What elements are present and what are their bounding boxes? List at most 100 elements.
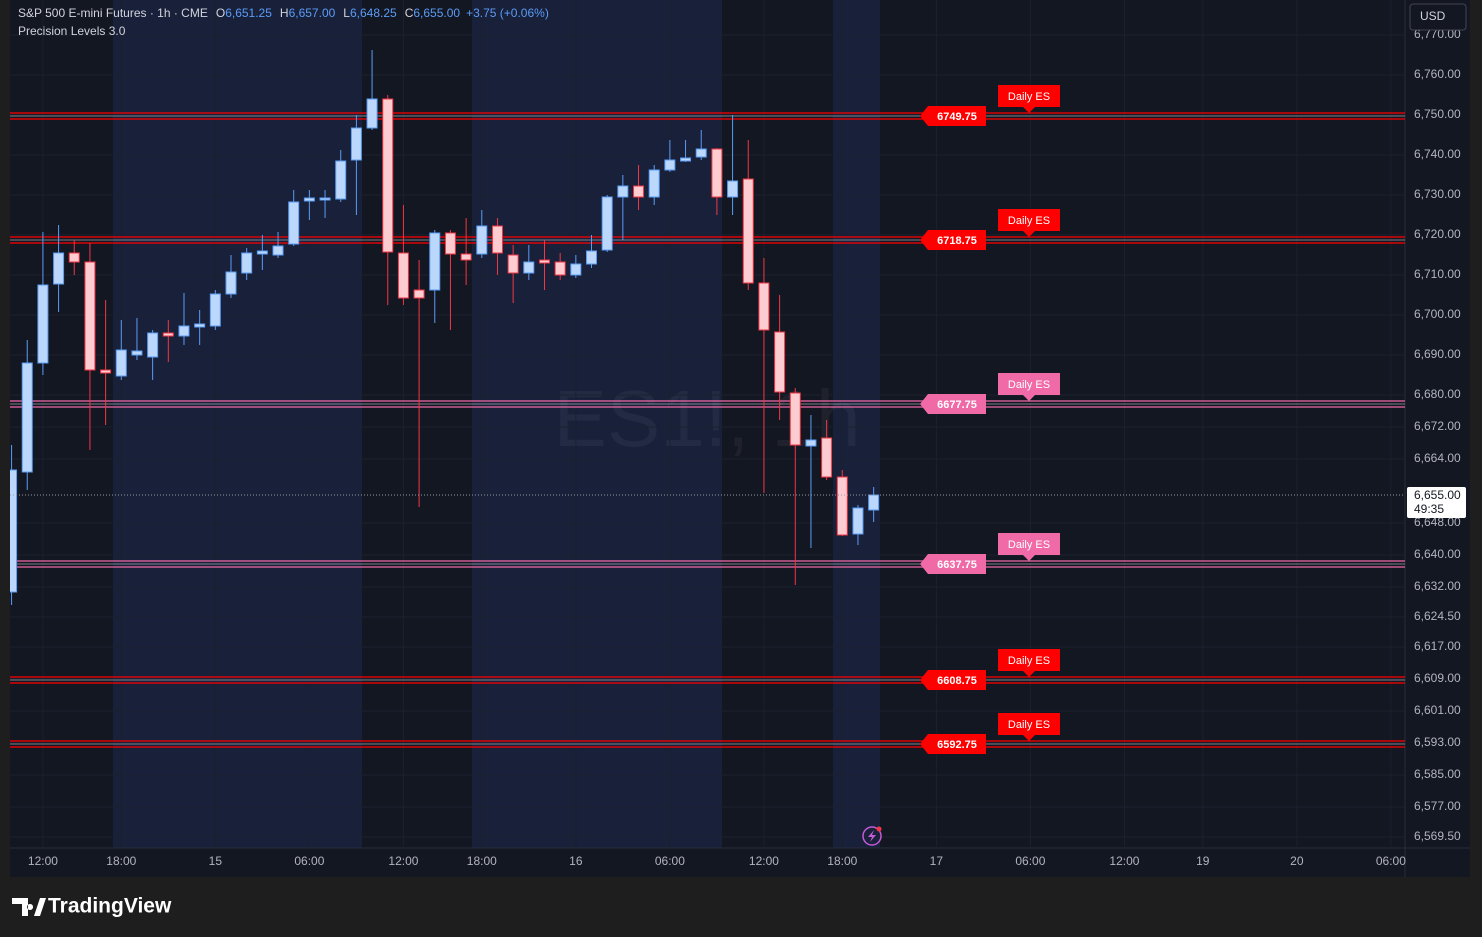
candle-body — [836, 476, 848, 536]
brand-logo — [12, 898, 46, 916]
alert-circle[interactable] — [862, 826, 882, 846]
x-tick-label: 19 — [1196, 854, 1210, 868]
level-label: Daily ES — [1008, 719, 1050, 731]
candle-body — [335, 160, 347, 200]
session-shade — [113, 0, 362, 848]
level-price-tag — [920, 554, 986, 574]
candle-body — [350, 127, 362, 161]
legend-value: 6,648.25 — [350, 6, 397, 20]
x-tick-label: 16 — [569, 854, 583, 868]
y-tick-label: 6,720.00 — [1414, 227, 1461, 241]
y-tick-label: 6,710.00 — [1414, 267, 1461, 281]
level-price: 6592.75 — [937, 739, 977, 751]
level-label: Daily ES — [1008, 655, 1050, 667]
axes: 6,770.00 6,760.00 6,750.00 6,740.00 6,730.00… — [28, 27, 1466, 868]
session-shade — [833, 0, 880, 848]
candle-body — [633, 185, 645, 198]
level-label-tag — [998, 533, 1060, 561]
level-label: Daily ES — [1008, 539, 1050, 551]
currency-label[interactable]: USD — [1420, 9, 1446, 23]
level-label: Daily ES — [1008, 379, 1050, 391]
y-tick-label: 6,672.00 — [1414, 419, 1461, 433]
y-tick-label: 6,585.00 — [1414, 767, 1461, 781]
candle-body — [648, 169, 660, 198]
y-tick-label: 6,760.00 — [1414, 67, 1461, 81]
x-tick-label: 15 — [209, 854, 223, 868]
candle-body — [256, 250, 268, 255]
y-tick-label: 6,617.00 — [1414, 639, 1461, 653]
level-price-tag — [920, 394, 986, 414]
legend-value: 6,651.25 — [225, 6, 272, 20]
legend-key: H — [280, 6, 289, 20]
candle-body — [664, 159, 676, 171]
candle-body — [397, 252, 409, 299]
y-tick-label: 6,750.00 — [1414, 107, 1461, 121]
grid — [10, 0, 1405, 848]
candle-body — [53, 252, 65, 285]
x-tick-label: 12:00 — [1109, 854, 1139, 868]
candle-body — [476, 225, 488, 255]
candle-body — [758, 282, 770, 331]
level-price: 6608.75 — [937, 675, 977, 687]
y-tick-label: 6,640.00 — [1414, 547, 1461, 561]
candle-body — [742, 178, 754, 284]
candle-body — [366, 98, 378, 129]
legend-value: 6,655.00 — [413, 6, 460, 20]
candle-body — [225, 271, 237, 295]
y-tick-label: 6,632.00 — [1414, 579, 1461, 593]
candle-body — [429, 232, 441, 291]
plot — [10, 50, 1405, 748]
session-shade — [472, 0, 722, 848]
change-value: +3.75 (+0.06%) — [466, 6, 549, 20]
sessions — [113, 0, 880, 848]
candle-body — [586, 250, 598, 265]
y-tick-label: 6,601.00 — [1414, 703, 1461, 717]
x-tick-label: 12:00 — [749, 854, 779, 868]
brand-name: TradingView — [48, 895, 172, 918]
x-tick-label: 18:00 — [467, 854, 497, 868]
candle-body — [491, 225, 503, 254]
y-tick-label: 6,690.00 — [1414, 347, 1461, 361]
level-label: Daily ES — [1008, 215, 1050, 227]
candle-body — [288, 201, 300, 245]
y-tick-label: 6,740.00 — [1414, 147, 1461, 161]
candle-body — [319, 197, 331, 201]
candle-body — [100, 369, 112, 374]
x-tick-label: 18:00 — [106, 854, 136, 868]
candle-body — [460, 253, 472, 261]
indicator-name: Precision Levels 3.0 — [18, 24, 126, 38]
candle-body — [554, 261, 566, 276]
last-price-label: 6,655.00 — [1414, 488, 1461, 502]
candle-body — [84, 261, 96, 371]
candle-body — [805, 439, 817, 447]
legend-value: 6,657.00 — [289, 6, 336, 20]
x-tick-label: 12:00 — [388, 854, 418, 868]
alert-bolt[interactable] — [868, 830, 876, 842]
y-tick-label: 6,664.00 — [1414, 451, 1461, 465]
level-label-tag — [998, 373, 1060, 401]
y-tick-label: 6,680.00 — [1414, 387, 1461, 401]
header: S&P 500 E-mini Futures · 1h · CME O6,651.… — [18, 6, 549, 20]
y-tick-label: 6,593.00 — [1414, 735, 1461, 749]
x-tick-label: 20 — [1290, 854, 1304, 868]
candle-body — [68, 252, 80, 263]
alert-icon[interactable] — [862, 826, 882, 846]
y-tick-label: 6,730.00 — [1414, 187, 1461, 201]
y-tick-label: 6,700.00 — [1414, 307, 1461, 321]
candle-body — [241, 252, 253, 274]
candle-body — [523, 261, 535, 274]
candle-body — [162, 332, 174, 337]
watermark: ES1!, 1h — [554, 374, 861, 463]
candle-body — [413, 289, 425, 299]
y-tick-label: 6,577.00 — [1414, 799, 1461, 813]
alert-dot[interactable] — [876, 826, 882, 832]
y-tick-label: 6,770.00 — [1414, 27, 1461, 41]
currency-button[interactable] — [1409, 3, 1467, 31]
y-tick-label: 6,609.00 — [1414, 671, 1461, 685]
candle-body — [194, 323, 206, 328]
last-price-box — [1407, 487, 1466, 518]
candle-body — [852, 507, 864, 535]
candle-body — [821, 437, 833, 478]
candle-body — [711, 148, 723, 198]
candle-body — [774, 331, 786, 393]
